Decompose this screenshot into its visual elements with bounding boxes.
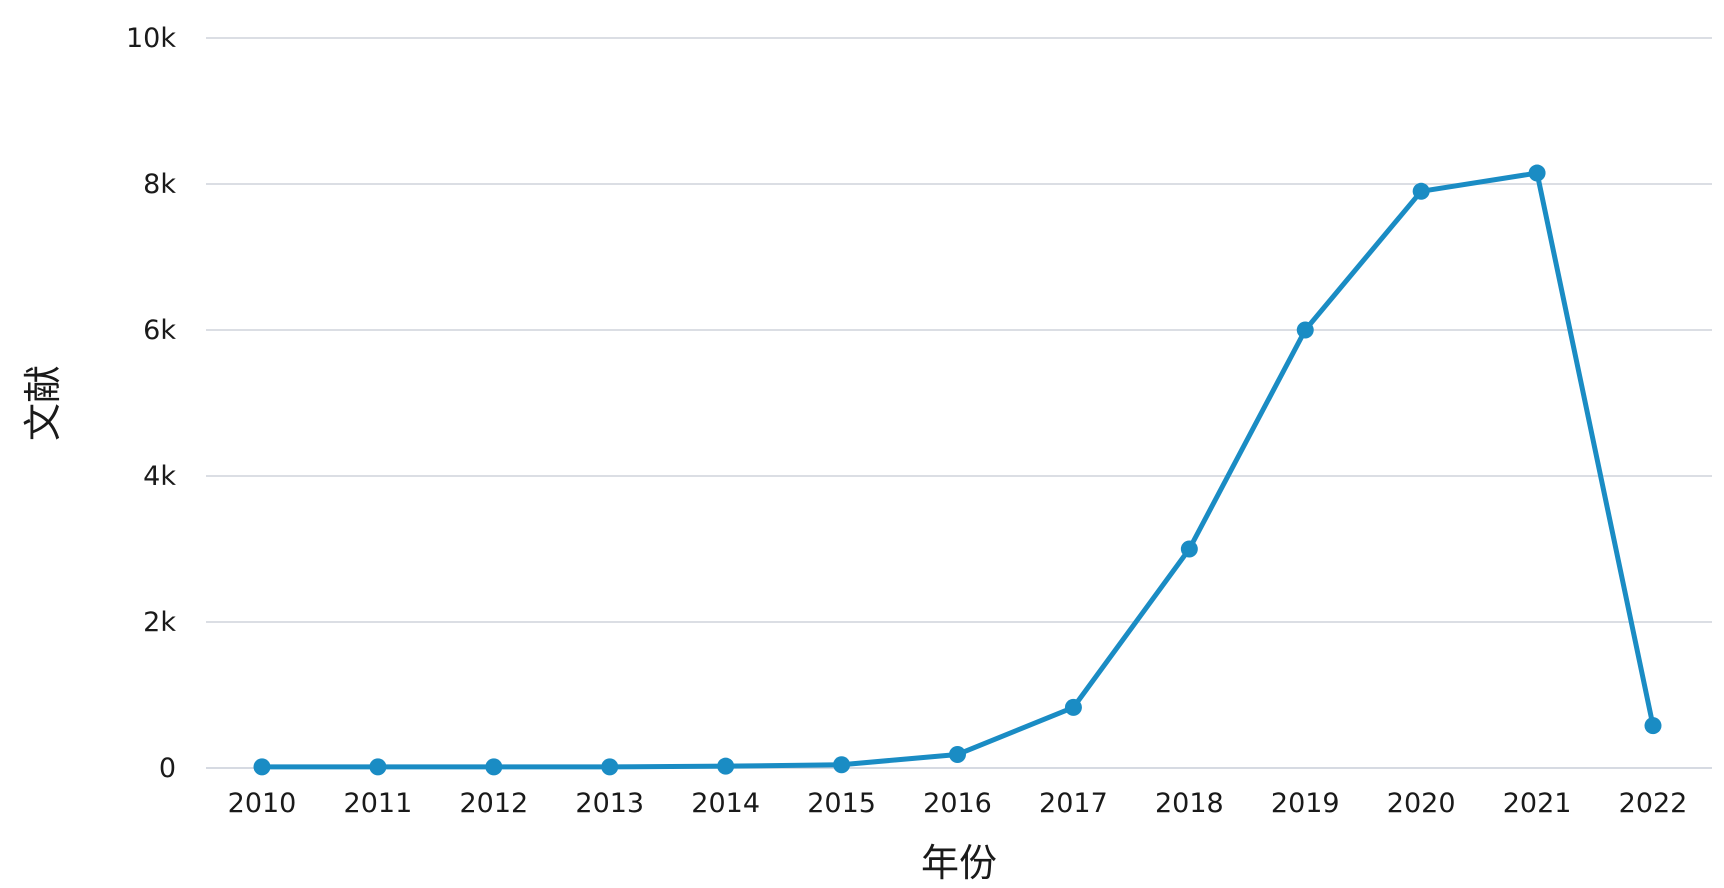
data-point — [369, 758, 387, 776]
x-axis-ticks: 2010 2011 2012 2013 2014 2015 2016 2017 2018 2019… — [228, 788, 1688, 819]
y-tick-label: 6k — [143, 315, 176, 346]
x-tick-label: 2020 — [1387, 788, 1456, 819]
data-point — [1528, 164, 1546, 182]
x-tick-label: 2010 — [228, 788, 297, 819]
y-tick-label: 4k — [143, 461, 176, 492]
x-tick-label: 2016 — [923, 788, 992, 819]
y-axis-title: 文献 — [21, 365, 65, 441]
data-point — [1644, 717, 1662, 735]
x-tick-label: 2012 — [459, 788, 528, 819]
series-layer — [253, 164, 1662, 776]
x-tick-label: 2021 — [1503, 788, 1572, 819]
data-point — [1296, 321, 1314, 339]
data-point — [601, 758, 619, 776]
x-tick-label: 2022 — [1619, 788, 1688, 819]
x-tick-label: 2018 — [1155, 788, 1224, 819]
y-tick-label: 0 — [159, 753, 176, 784]
series-line — [259, 170, 1656, 770]
data-point — [253, 758, 271, 776]
x-tick-label: 2014 — [691, 788, 760, 819]
x-tick-label: 2011 — [344, 788, 413, 819]
x-tick-label: 2015 — [807, 788, 876, 819]
data-point — [717, 757, 735, 775]
data-point — [833, 756, 851, 774]
y-axis-ticks: 0 2k 4k 6k 8k 10k — [126, 23, 176, 784]
data-point — [1180, 540, 1198, 558]
x-tick-label: 2019 — [1271, 788, 1340, 819]
y-tick-label: 10k — [126, 23, 176, 54]
y-tick-label: 8k — [143, 169, 176, 200]
x-tick-label: 2017 — [1039, 788, 1108, 819]
data-point — [1412, 182, 1430, 200]
gridlines — [206, 37, 1712, 769]
data-point — [1064, 698, 1082, 716]
x-tick-label: 2013 — [575, 788, 644, 819]
x-axis-title: 年份 — [921, 841, 997, 885]
data-point — [949, 745, 966, 763]
y-tick-label: 2k — [143, 607, 176, 638]
data-point — [485, 758, 503, 776]
